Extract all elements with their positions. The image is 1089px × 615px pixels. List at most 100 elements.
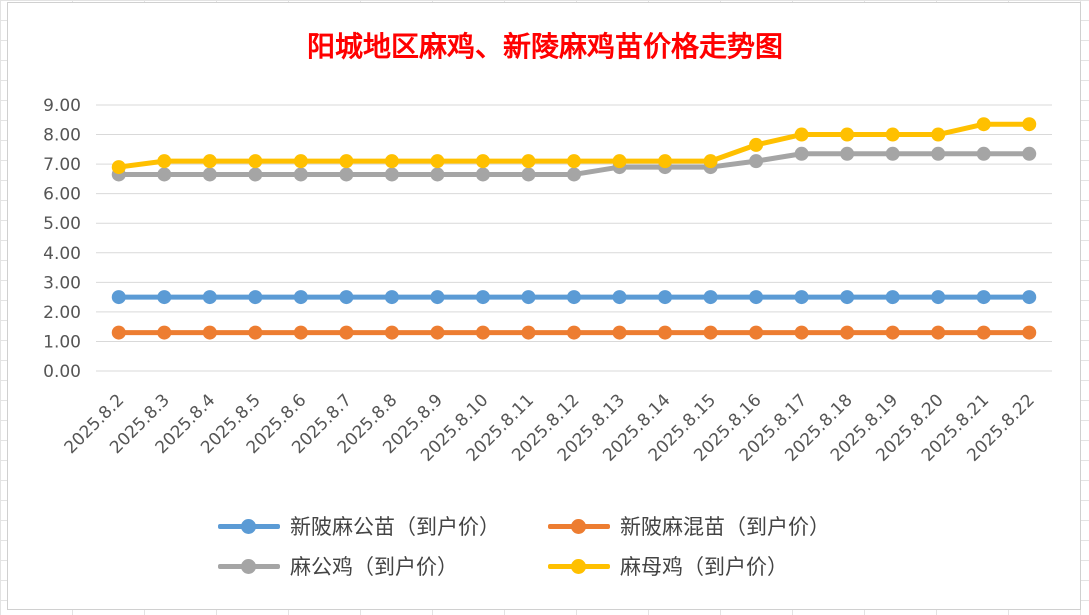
series-2-point [339, 167, 354, 182]
y-tick-label: 2.00 [43, 303, 81, 323]
series-1-point [475, 325, 490, 340]
series-0-point [157, 290, 172, 305]
legend-label: 新陂麻公苗（到户价） [290, 515, 500, 539]
series-2-point [794, 146, 809, 161]
series-1-point [339, 325, 354, 340]
series-3-point [794, 127, 809, 142]
series-2-point [567, 167, 581, 182]
series-1-point [521, 325, 536, 340]
series-1-point [293, 325, 308, 340]
series-1-point [658, 325, 673, 340]
y-tick-label: 7.00 [43, 155, 81, 175]
chart-title: 阳城地区麻鸡、新陵麻鸡苗价格走势图 [306, 30, 783, 63]
legend-swatch-icon [218, 513, 280, 539]
series-1-point [703, 325, 718, 340]
series-3-point [931, 127, 946, 142]
series-1-point [931, 325, 946, 340]
series-3-point [703, 154, 718, 169]
series-3-point [111, 160, 126, 175]
series-0-point [1022, 290, 1037, 305]
legend-marker [241, 519, 256, 534]
series-3-point [157, 154, 172, 169]
series-1-point [1022, 325, 1037, 340]
series-0-point [475, 290, 490, 305]
series-1-point [111, 325, 126, 340]
legend-label: 麻母鸡（到户价） [620, 555, 788, 579]
series-0-point [749, 290, 764, 305]
series-3-point [384, 154, 399, 169]
series-0-point [521, 290, 536, 305]
series-1-point [248, 325, 263, 340]
series-1-point [840, 325, 855, 340]
series-0-point [202, 290, 217, 305]
series-2-point [430, 167, 445, 182]
series-1-point [794, 325, 809, 340]
series-3-point [976, 117, 991, 132]
series-0-point [703, 290, 718, 305]
series-1-point [976, 325, 991, 340]
series-3-point [1022, 117, 1037, 132]
series-2-point [384, 167, 399, 182]
legend-marker [571, 559, 586, 574]
series-3-point [521, 154, 536, 169]
series-2-point [157, 167, 172, 182]
series-3-point [339, 154, 354, 169]
series-0-point [339, 290, 354, 305]
series-3-point [612, 154, 627, 169]
series-0-point [612, 290, 627, 305]
series-0-point [111, 290, 126, 305]
y-tick-label: 0.00 [43, 362, 81, 382]
series-0-point [658, 290, 673, 305]
series-1-point [384, 325, 399, 340]
chart-area[interactable]: 阳城地区麻鸡、新陵麻鸡苗价格走势图 0.00 1.00 2.00 3.00 4.00 5.… [7, 2, 1081, 610]
series-0-point [794, 290, 809, 305]
series-2-point [202, 167, 217, 182]
series-0-point [293, 290, 308, 305]
series-2-point [840, 146, 855, 161]
series-1-point [430, 325, 445, 340]
series-2-point [293, 167, 308, 182]
series-2-point [931, 146, 946, 161]
series-1-point [202, 325, 217, 340]
series-2-point [749, 154, 764, 169]
series-0-point [976, 290, 991, 305]
series-3-point [749, 137, 764, 152]
series-0-point [840, 290, 855, 305]
y-tick-label: 6.00 [43, 185, 81, 205]
series-3-point [430, 154, 445, 169]
series-1-point [567, 325, 581, 340]
y-tick-label: 3.00 [43, 273, 81, 293]
legend-swatch-icon [548, 553, 610, 579]
y-tick-label: 4.00 [43, 244, 81, 264]
series-2-point [248, 167, 263, 182]
series-2-point [885, 146, 900, 161]
legend-item-0[interactable]: 新陂麻公苗（到户价） [218, 513, 548, 539]
series-2-point [521, 167, 536, 182]
chart-legend[interactable]: 新陂麻公苗（到户价） 新陂麻混苗（到户价） 麻公鸡（到户价） 麻母鸡（到户价） [218, 513, 918, 579]
legend-item-3[interactable]: 麻母鸡（到户价） [548, 553, 918, 579]
legend-marker [571, 519, 586, 534]
legend-label: 新陂麻混苗（到户价） [620, 515, 830, 539]
series-1-point [612, 325, 627, 340]
legend-marker [241, 559, 256, 574]
legend-item-2[interactable]: 麻公鸡（到户价） [218, 553, 548, 579]
series-0-point [931, 290, 946, 305]
series-2-point [976, 146, 991, 161]
legend-label: 麻公鸡（到户价） [290, 555, 458, 579]
series-2-point [1022, 146, 1037, 161]
series-0-point [430, 290, 445, 305]
series-0-point [384, 290, 399, 305]
series-3-point [475, 154, 490, 169]
plot-area: 0.00 1.00 2.00 3.00 4.00 5.00 6.00 7.00 8.00 9.00… [43, 96, 1052, 466]
series-3-point [840, 127, 855, 142]
series-3-point [293, 154, 308, 169]
series-0-point [885, 290, 900, 305]
legend-item-1[interactable]: 新陂麻混苗（到户价） [548, 513, 918, 539]
legend-swatch-icon [548, 513, 610, 539]
y-tick-label: 5.00 [43, 214, 81, 234]
y-tick-label: 8.00 [43, 126, 81, 146]
y-tick-label: 9.00 [43, 96, 81, 116]
series-3-point [885, 127, 900, 142]
series-3-point [248, 154, 263, 169]
series-0-point [248, 290, 263, 305]
